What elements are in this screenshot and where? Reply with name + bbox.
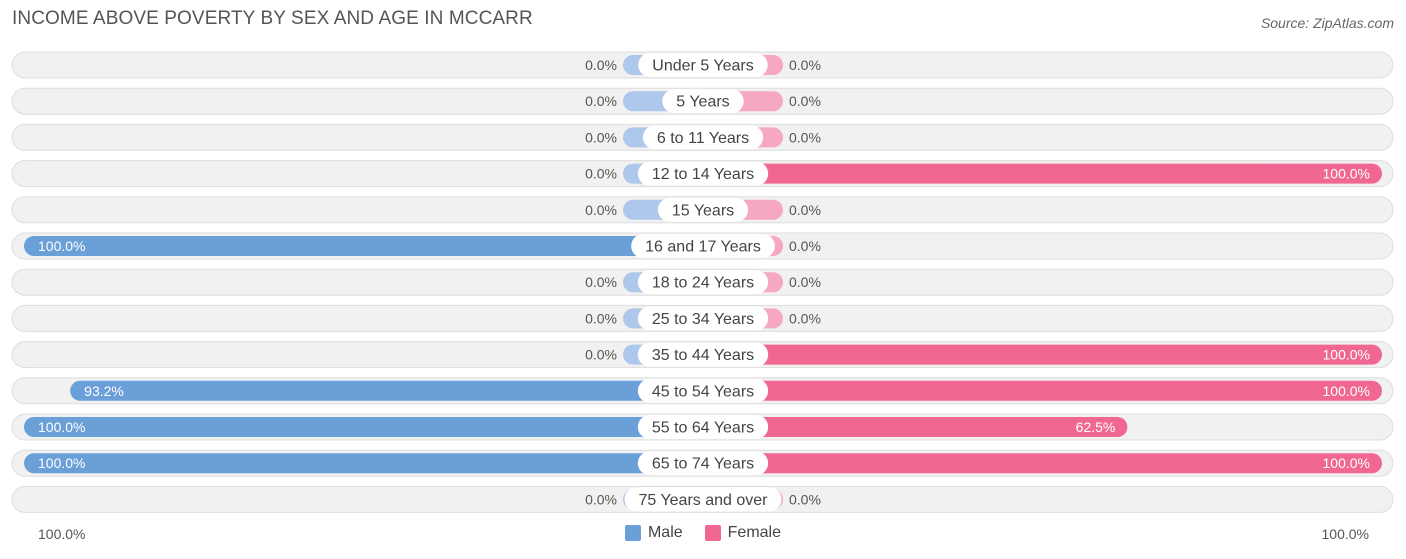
male-value-label: 100.0%	[38, 238, 85, 254]
category-pill	[642, 125, 764, 150]
female-value-label: 0.0%	[789, 202, 821, 218]
category-label: 65 to 74 Years	[652, 456, 754, 473]
chart-row: 100.0% 100.0% 65 to 74 Years	[11, 449, 1394, 477]
male-value-label: 100.0%	[38, 419, 85, 435]
category-pill	[657, 197, 749, 222]
female-value-label: 100.0%	[1323, 347, 1370, 363]
category-pill	[637, 342, 769, 367]
male-value-label: 0.0%	[585, 129, 617, 145]
chart-row: 0.0% 0.0% Under 5 Years	[11, 51, 1394, 79]
female-value-label: 0.0%	[789, 310, 821, 326]
chart-row: 100.0% 0.0% 16 and 17 Years	[11, 232, 1394, 260]
male-value-label: 0.0%	[585, 347, 617, 363]
female-bar[interactable]	[703, 163, 1382, 184]
category-label: 45 to 54 Years	[652, 383, 754, 400]
category-label: 25 to 34 Years	[652, 311, 754, 328]
category-label: 18 to 24 Years	[652, 275, 754, 292]
male-value-label: 0.0%	[585, 93, 617, 109]
chart-row: 0.0% 0.0% 15 Years	[11, 196, 1394, 224]
category-pill	[624, 487, 782, 512]
chart-row: 0.0% 0.0% 5 Years	[11, 87, 1394, 115]
female-value-label: 100.0%	[1323, 166, 1370, 182]
source-credit: Source: ZipAtlas.com	[1260, 15, 1394, 31]
category-pill	[637, 306, 769, 331]
category-label: 15 Years	[672, 202, 734, 219]
female-bar[interactable]	[703, 417, 1128, 437]
female-value-label: 0.0%	[789, 57, 821, 73]
chart-row: 0.0% 100.0% 35 to 44 Years	[11, 341, 1394, 369]
female-value-label: 0.0%	[789, 491, 821, 507]
legend-item-male[interactable]: Male	[624, 524, 683, 542]
male-value-label: 100.0%	[38, 455, 85, 471]
male-swatch	[624, 525, 641, 541]
female-value-label: 0.0%	[789, 93, 821, 109]
male-value-label: 0.0%	[585, 491, 617, 507]
category-pill	[631, 234, 775, 258]
chart-row: 0.0% 0.0% 25 to 34 Years	[11, 304, 1394, 332]
male-value-label: 0.0%	[585, 202, 617, 218]
chart-row: 100.0% 62.5% 55 to 64 Years	[11, 413, 1394, 441]
female-value-label: 62.5%	[1076, 419, 1116, 435]
legend-item-female[interactable]: Female	[704, 524, 782, 542]
chart-row: 0.0% 100.0% 12 to 14 Years	[11, 160, 1394, 188]
legend-label-female: Female	[727, 524, 782, 541]
female-swatch	[704, 525, 721, 541]
male-value-label: 0.0%	[585, 57, 617, 73]
female-bar[interactable]	[703, 344, 1382, 365]
male-bar[interactable]	[70, 380, 703, 401]
category-label: 35 to 44 Years	[652, 347, 754, 364]
category-pill	[637, 270, 769, 295]
category-label: 12 to 14 Years	[652, 166, 754, 183]
category-pill	[637, 378, 769, 403]
chart-title: INCOME ABOVE POVERTY BY SEX AND AGE IN M…	[12, 8, 533, 29]
male-bar[interactable]	[24, 236, 703, 256]
category-label: 5 Years	[676, 94, 729, 111]
category-label: 75 Years and over	[639, 492, 769, 509]
female-bar[interactable]	[703, 453, 1382, 474]
male-value-label: 93.2%	[84, 383, 124, 399]
chart-row: 93.2% 100.0% 45 to 54 Years	[11, 377, 1394, 405]
male-bar[interactable]	[24, 453, 703, 474]
male-value-label: 0.0%	[585, 166, 617, 182]
chart-row: 0.0% 0.0% 18 to 24 Years	[11, 268, 1394, 296]
category-pill	[637, 415, 769, 439]
male-bar[interactable]	[24, 417, 703, 437]
female-value-label: 100.0%	[1323, 455, 1370, 471]
axis-right-label: 100.0%	[1321, 526, 1369, 542]
chart-row: 0.0% 0.0% 75 Years and over	[11, 485, 1394, 513]
category-label: 16 and 17 Years	[645, 239, 761, 256]
category-pill	[662, 89, 744, 114]
legend: Male Female	[0, 524, 1406, 542]
legend-label-male: Male	[647, 524, 683, 541]
category-pill	[638, 53, 768, 77]
female-bar[interactable]	[703, 380, 1382, 401]
female-value-label: 0.0%	[789, 129, 821, 145]
female-value-label: 0.0%	[789, 238, 821, 254]
male-value-label: 0.0%	[585, 310, 617, 326]
chart-row: 0.0% 0.0% 6 to 11 Years	[11, 123, 1394, 151]
male-value-label: 0.0%	[585, 274, 617, 290]
category-label: 55 to 64 Years	[652, 420, 754, 437]
female-value-label: 0.0%	[789, 274, 821, 290]
axis-left-label: 100.0%	[38, 526, 86, 542]
category-label: Under 5 Years	[652, 58, 753, 75]
female-value-label: 100.0%	[1323, 383, 1370, 399]
category-pill	[637, 161, 769, 186]
category-label: 6 to 11 Years	[657, 130, 749, 147]
category-pill	[637, 451, 769, 476]
